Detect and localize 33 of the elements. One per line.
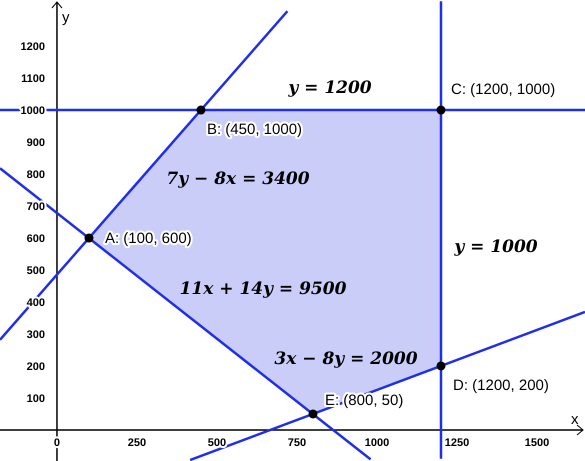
x-tick-label: 1250 — [444, 436, 470, 449]
y-tick-label: 500 — [26, 265, 45, 278]
annotation: A: (100, 600) — [104, 230, 192, 248]
annotation: 7y − 8x = 3400 — [166, 169, 310, 189]
x-tick-label: 1500 — [524, 436, 550, 449]
annotation: B: (450, 1000) — [206, 121, 302, 138]
annotation: C: (1200, 1000) — [450, 81, 556, 98]
y-tick-label: 800 — [26, 169, 45, 182]
point — [84, 234, 94, 243]
y-axis-title: y — [62, 9, 70, 26]
y-tick-label: 200 — [26, 360, 45, 373]
annotation: E: (800, 50) — [324, 392, 404, 409]
y-tick-label: 900 — [26, 137, 45, 150]
point — [436, 361, 446, 370]
annotation: 11x + 14y = 9500 — [180, 279, 347, 299]
annotation: y = 1200 — [287, 78, 372, 98]
y-tick-label: 700 — [26, 201, 45, 214]
y-tick-label: 600 — [26, 233, 45, 246]
y-tick-label: 300 — [26, 328, 45, 341]
annotation: D: (1200, 200) — [452, 376, 549, 394]
point — [308, 409, 318, 418]
y-tick-label: 1200 — [20, 41, 45, 54]
x-axis-title: x — [571, 410, 579, 428]
x-tick-label: 1000 — [364, 436, 390, 449]
point — [436, 106, 446, 115]
annotation: y = 1000 — [453, 237, 538, 257]
x-tick-label: 750 — [288, 436, 306, 449]
annotation: 3x − 8y = 2000 — [274, 349, 418, 369]
x-tick-label: 250 — [128, 436, 146, 449]
x-tick-label: 500 — [208, 436, 226, 449]
y-tick-label: 1100 — [21, 73, 45, 86]
point — [196, 106, 206, 115]
y-tick-label: 100 — [26, 392, 45, 405]
